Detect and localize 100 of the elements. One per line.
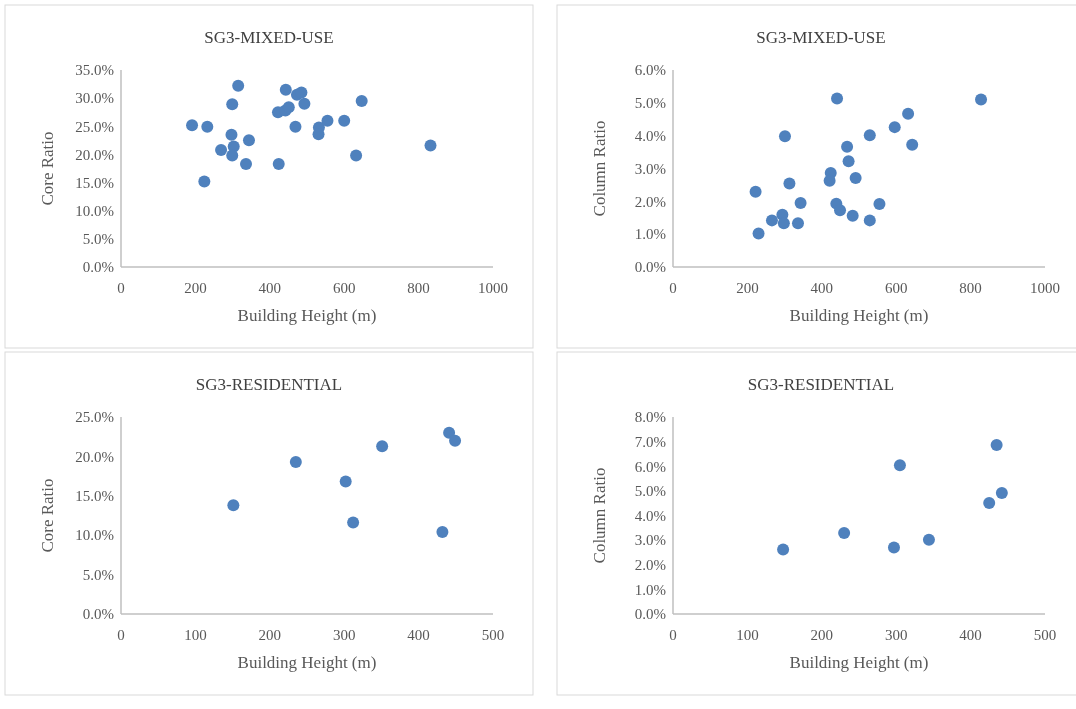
x-tick-label: 300 xyxy=(884,627,908,643)
point xyxy=(239,158,252,170)
point xyxy=(791,217,804,230)
x-tick-label: 0 xyxy=(669,627,677,643)
x-tick-label: 800 xyxy=(959,280,982,296)
point xyxy=(272,158,285,170)
y-tick-label: 4.0% xyxy=(634,127,666,144)
point xyxy=(893,459,906,472)
y-axis-title: Core Ratio xyxy=(38,131,57,206)
point xyxy=(777,543,790,556)
point xyxy=(295,86,308,99)
x-tick-label: 0 xyxy=(669,280,677,296)
x-tick-label: 1000 xyxy=(1030,280,1060,296)
point xyxy=(201,120,214,133)
point xyxy=(436,526,449,539)
x-tick-label: 200 xyxy=(810,627,834,643)
point xyxy=(983,496,996,509)
point xyxy=(355,94,368,107)
point xyxy=(752,227,765,240)
y-tick-label: 4.0% xyxy=(634,507,666,524)
point xyxy=(347,516,360,529)
x-axis-title: Building Height (m) xyxy=(237,306,377,325)
x-tick-label: 200 xyxy=(258,627,282,643)
y-tick-label: 5.0% xyxy=(82,566,114,583)
point xyxy=(198,175,211,188)
point xyxy=(922,533,935,546)
y-tick-label: 30.0% xyxy=(75,90,114,107)
y-tick-label: 2.0% xyxy=(634,557,666,573)
point xyxy=(749,185,762,198)
y-tick-label: 1.0% xyxy=(634,581,666,598)
point xyxy=(289,455,302,468)
point xyxy=(873,197,886,210)
point xyxy=(298,97,311,110)
point xyxy=(227,499,240,512)
x-tick-label: 500 xyxy=(1033,627,1057,643)
point xyxy=(783,177,796,190)
chart-title: SG3-RESIDENTIAL xyxy=(747,375,895,394)
point xyxy=(846,209,859,222)
point xyxy=(838,526,851,539)
x-tick-label: 0 xyxy=(117,280,125,296)
x-tick-label: 300 xyxy=(332,627,356,643)
point xyxy=(841,140,854,153)
y-axis-title: Column Ratio xyxy=(590,467,609,564)
chart-title: SG3-MIXED-USE xyxy=(756,28,886,47)
point xyxy=(376,440,389,453)
x-tick-label: 400 xyxy=(258,280,282,296)
y-tick-label: 0.0% xyxy=(634,606,666,623)
point xyxy=(849,172,862,185)
point xyxy=(242,134,255,147)
point xyxy=(449,434,462,447)
x-axis-title: Building Height (m) xyxy=(789,653,929,672)
x-tick-label: 400 xyxy=(810,280,834,296)
y-tick-label: 6.0% xyxy=(634,62,666,79)
y-tick-label: 35.0% xyxy=(75,62,114,79)
point xyxy=(215,143,228,156)
point xyxy=(995,487,1008,500)
y-tick-label: 15.0% xyxy=(75,174,114,191)
chart-title: SG3-MIXED-USE xyxy=(204,28,334,47)
point xyxy=(225,128,238,141)
point xyxy=(863,129,876,142)
point xyxy=(794,196,807,209)
y-tick-label: 25.0% xyxy=(75,409,114,426)
point xyxy=(765,214,778,227)
y-axis-title: Column Ratio xyxy=(590,120,609,217)
y-tick-label: 8.0% xyxy=(634,409,666,426)
point xyxy=(279,83,292,96)
x-tick-label: 600 xyxy=(884,280,908,296)
y-tick-label: 6.0% xyxy=(634,458,666,475)
y-tick-label: 0.0% xyxy=(634,259,666,276)
y-tick-label: 10.0% xyxy=(75,202,114,219)
y-tick-label: 20.0% xyxy=(75,448,114,465)
y-tick-label: 5.0% xyxy=(634,95,666,112)
y-tick-label: 15.0% xyxy=(75,488,114,505)
point xyxy=(831,92,844,105)
y-tick-label: 10.0% xyxy=(75,527,114,544)
x-tick-label: 500 xyxy=(481,627,505,643)
point xyxy=(777,217,790,230)
y-tick-label: 1.0% xyxy=(634,226,666,243)
x-tick-label: 400 xyxy=(959,627,982,643)
x-tick-label: 1000 xyxy=(478,280,508,296)
point xyxy=(226,98,239,111)
point xyxy=(339,475,352,488)
point xyxy=(424,139,437,152)
point xyxy=(888,121,901,134)
y-axis-title: Core Ratio xyxy=(38,478,57,553)
y-tick-label: 5.0% xyxy=(634,483,666,500)
y-tick-label: 5.0% xyxy=(82,231,114,248)
point xyxy=(906,138,919,151)
point xyxy=(186,119,199,132)
point xyxy=(226,149,239,162)
point xyxy=(975,93,988,106)
point xyxy=(289,120,302,133)
y-tick-label: 2.0% xyxy=(634,193,666,210)
y-tick-label: 25.0% xyxy=(75,118,114,135)
x-tick-label: 100 xyxy=(736,627,759,643)
point xyxy=(338,114,351,127)
x-tick-label: 600 xyxy=(332,280,356,296)
point xyxy=(902,107,915,120)
x-tick-label: 0 xyxy=(117,627,125,643)
y-tick-label: 0.0% xyxy=(82,259,114,276)
